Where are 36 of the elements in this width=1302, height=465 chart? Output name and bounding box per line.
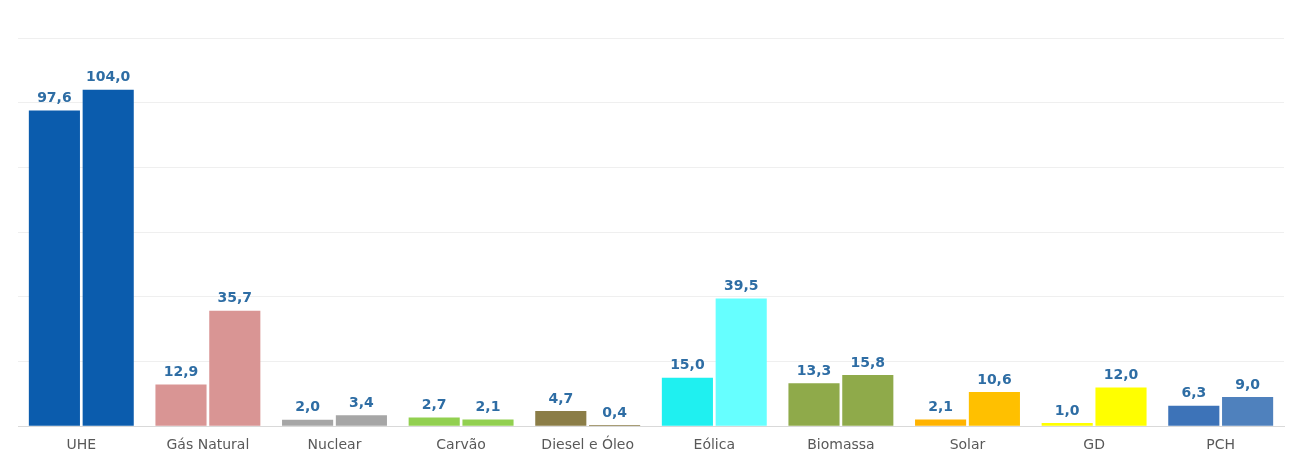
bar (968, 391, 1020, 426)
x-tick-label: UHE (66, 436, 97, 453)
data-label: 2,1 (475, 398, 501, 415)
x-tick-label: Solar (949, 436, 986, 453)
data-label: 1,0 (1054, 401, 1080, 418)
x-tick-label: Carvão (436, 436, 486, 453)
data-label: 12,9 (163, 363, 199, 380)
data-label: 35,7 (217, 289, 253, 306)
x-tick-label: Diesel e Óleo (541, 435, 635, 453)
data-label: 15,8 (850, 353, 886, 370)
data-label: 4,7 (548, 389, 574, 406)
data-label: 0,4 (602, 403, 628, 420)
data-label: 6,3 (1181, 384, 1207, 401)
bar (1168, 405, 1220, 426)
data-label: 10,6 (977, 370, 1012, 387)
x-tick-label: Nuclear (307, 436, 362, 453)
data-label: 104,0 (86, 68, 131, 85)
data-label: 97,6 (37, 89, 72, 106)
bar (715, 298, 767, 426)
bar (661, 377, 713, 426)
data-label: 15,0 (670, 356, 705, 373)
bar (1222, 397, 1274, 426)
data-label: 13,3 (796, 361, 832, 378)
data-label: 39,5 (723, 277, 759, 294)
data-label: 3,4 (349, 393, 375, 410)
data-label: 12,0 (1103, 366, 1139, 383)
x-tick-label: Eólica (693, 436, 736, 453)
x-tick-label: GD (1083, 436, 1105, 453)
data-label: 2,1 (928, 398, 953, 415)
x-tick-label: Gás Natural (166, 436, 250, 453)
bar (915, 419, 967, 426)
data-label: 2,0 (295, 398, 321, 415)
data-label: 2,7 (421, 396, 447, 413)
data-label: 9,0 (1235, 375, 1261, 392)
x-tick-label: PCH (1206, 436, 1236, 453)
x-tick-label: Biomassa (807, 436, 875, 453)
